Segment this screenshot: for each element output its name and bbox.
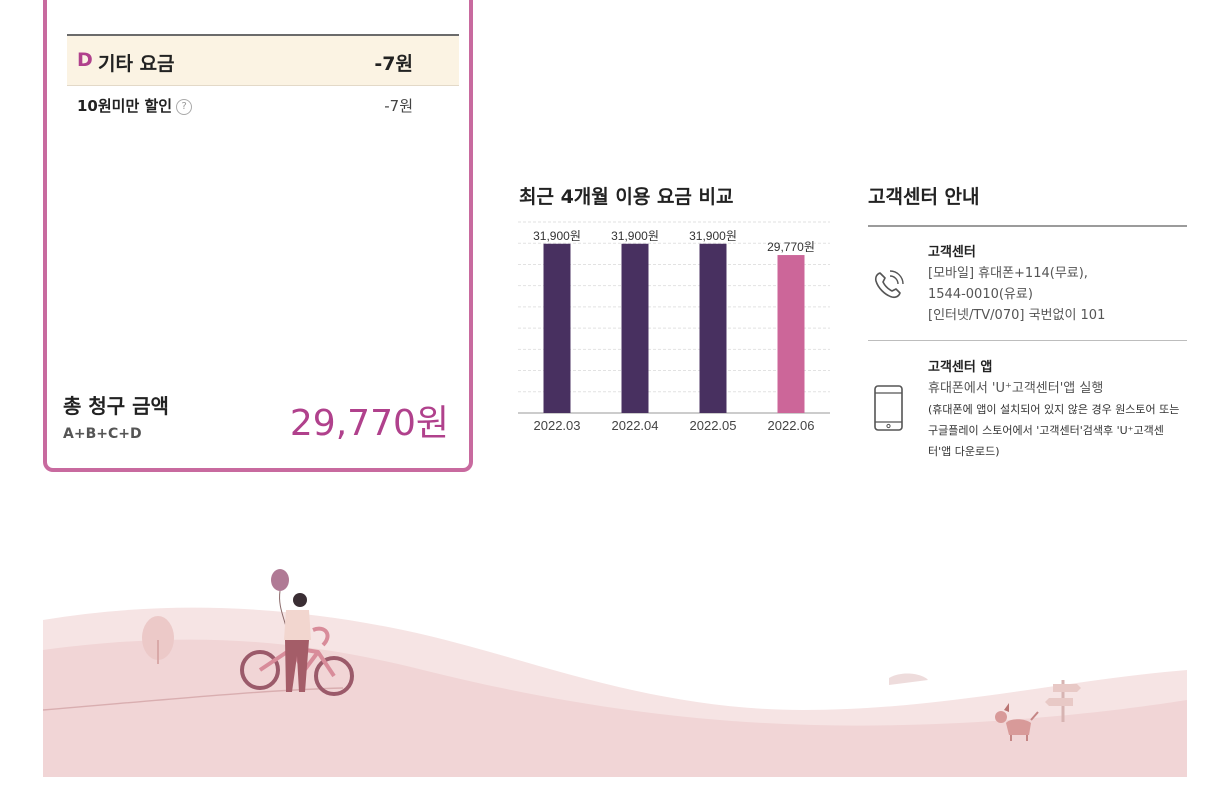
chart-value-label: 29,770원 <box>767 240 815 254</box>
discount-amount: -7원 <box>384 97 413 115</box>
customer-center-title: 고객센터 안내 <box>868 186 980 208</box>
divider <box>868 340 1187 341</box>
app-note: 터'앱 다운로드) <box>928 445 1000 458</box>
other-charges-row: D 기타 요금 -7원 <box>67 34 459 86</box>
discount-label-text: 10원미만 할인 <box>77 97 173 115</box>
customer-center-line: [모바일] 휴대폰+114(무료), <box>928 266 1088 281</box>
chart-value-label: 31,900원 <box>533 229 581 243</box>
app-note: (휴대폰에 앱이 설치되어 있지 않은 경우 원스토어 또는 <box>928 403 1180 416</box>
chart-category-label: 2022.03 <box>534 418 581 433</box>
monthly-fee-chart: 31,900원 2022.03 31,900원 2022.04 31,900원 2022.… <box>518 202 830 442</box>
chart-svg: 31,900원 2022.03 31,900원 2022.04 31,900원 2022.… <box>518 221 830 433</box>
customer-center-info: 고객센터 [모바일] 휴대폰+114(무료), 1544-0010(유료) [인… <box>928 242 1105 326</box>
chart-bar <box>543 243 571 413</box>
total-label: 총 청구 금액 <box>63 394 169 418</box>
section-letter: D <box>77 49 93 71</box>
app-line: 휴대폰에서 'U⁺고객센터'앱 실행 <box>928 381 1104 396</box>
section-title: 기타 요금 <box>98 53 175 75</box>
signpost-icon <box>1045 680 1081 722</box>
customer-center-app-info: 고객센터 앱 휴대폰에서 'U⁺고객센터'앱 실행 (휴대폰에 앱이 설치되어 … <box>928 357 1179 462</box>
bill-summary-card: D 기타 요금 -7원 10원미만 할인? -7원 총 청구 금액 A+B+C+… <box>43 0 473 472</box>
app-heading: 고객센터 앱 <box>928 360 993 375</box>
app-note: 구글플레이 스토어에서 '고객센터'검색후 'U⁺고객센 <box>928 424 1164 437</box>
chart-category-label: 2022.04 <box>612 418 659 433</box>
total-formula: A+B+C+D <box>63 426 142 442</box>
chart-category-label: 2022.05 <box>690 418 737 433</box>
tree-icon <box>142 616 174 664</box>
chart-value-label: 31,900원 <box>689 229 737 243</box>
phone-icon <box>868 264 910 306</box>
landscape-illustration <box>42 560 1187 777</box>
customer-center-heading: 고객센터 <box>928 245 976 260</box>
chart-category-label: 2022.06 <box>768 418 815 433</box>
discount-label: 10원미만 할인? <box>77 95 193 116</box>
person-figure <box>284 593 311 692</box>
chart-bar <box>699 243 727 413</box>
customer-center-line: [인터넷/TV/070] 국번없이 101 <box>928 308 1106 323</box>
mobile-phone-icon <box>871 384 907 432</box>
section-amount: -7원 <box>374 53 413 75</box>
dog-icon <box>995 703 1039 741</box>
help-icon[interactable]: ? <box>176 98 193 115</box>
chart-bar <box>777 255 805 413</box>
divider <box>868 225 1187 227</box>
total-amount: 29,770원 <box>289 403 449 444</box>
customer-center-line: 1544-0010(유료) <box>928 287 1033 302</box>
chart-title: 최근 4개월 이용 요금 비교 <box>519 186 734 208</box>
chart-value-label: 31,900원 <box>611 229 659 243</box>
discount-row: 10원미만 할인? -7원 <box>67 86 459 122</box>
chart-bar <box>621 243 649 413</box>
